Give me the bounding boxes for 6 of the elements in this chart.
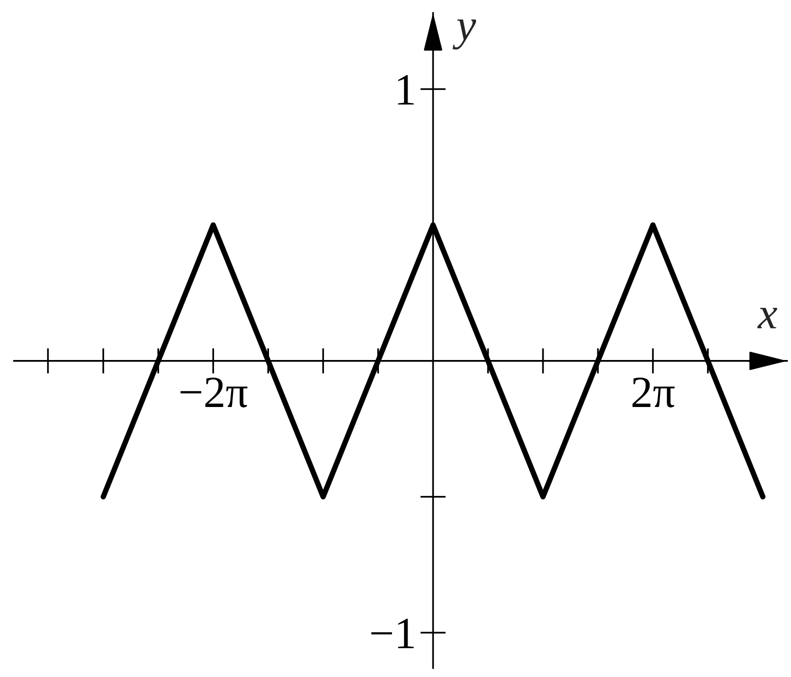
y-axis-title: y bbox=[452, 20, 476, 50]
y-tick-label: 1 bbox=[398, 75, 414, 105]
x-tick-label: 2π bbox=[632, 378, 675, 408]
x-axis-title: x bbox=[757, 308, 778, 328]
x-tick-label: −2π bbox=[180, 378, 248, 408]
y-tick-label: −1 bbox=[371, 618, 414, 648]
